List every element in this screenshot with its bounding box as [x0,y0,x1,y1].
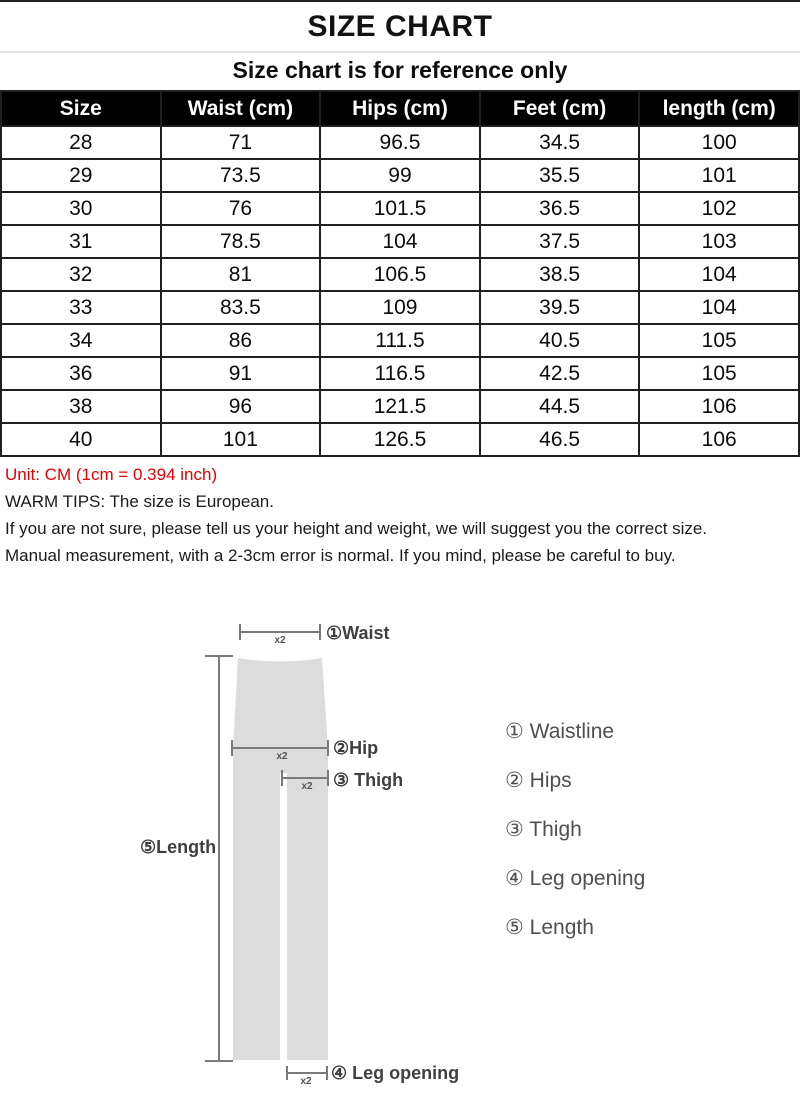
measurement-error-note: Manual measurement, with a 2-3cm error i… [5,546,676,565]
table-cell: 96.5 [319,125,481,160]
table-cell: 40.5 [478,323,641,358]
legend-item-thigh: ③ Thigh [505,818,582,841]
table-cell: 46.5 [478,422,641,457]
hip-label: ②Hip [333,738,379,758]
legend-item-length: ⑤ Length [505,916,594,939]
table-cell: 33 [0,290,162,325]
table-cell: 96 [159,389,322,424]
top-border [0,0,800,2]
table-cell: 73.5 [159,158,322,193]
measurement-diagram: x2 x2 x2 x2 ①Waist ②Hip ③ Thigh ④ Leg op… [0,601,800,1100]
table-row: 40 101 126.5 46.5 106 [0,422,800,457]
table-cell: 100 [638,125,800,160]
hip-x2-label: x2 [276,751,288,762]
table-cell: 101.5 [319,191,481,226]
table-cell: 101 [159,422,322,457]
table-cell: 99 [319,158,481,193]
table-cell: 106 [638,422,800,457]
table-cell: 40 [0,422,162,457]
table-header-row: Size Waist (cm) Hips (cm) Feet (cm) leng… [0,90,800,127]
table-row: 30 76 101.5 36.5 102 [0,191,800,226]
table-cell: 32 [0,257,162,292]
table-cell: 121.5 [319,389,481,424]
column-header-hips: Hips (cm) [319,90,481,127]
legend-item-hips: ② Hips [505,769,572,792]
pants-diagram-svg [205,624,329,1080]
measurement-lines [205,624,329,1080]
waist-x2-label: x2 [274,635,286,646]
unit-note: Unit: CM (1cm = 0.394 inch) [5,465,218,484]
measurement-legend: ① Waistline ② Hips ③ Thigh ④ Leg opening… [505,721,645,938]
table-cell: 29 [0,158,162,193]
table-cell: 104 [638,257,800,292]
pants-shape [233,658,328,1060]
leg-opening-label: ④ Leg opening [331,1063,460,1083]
table-cell: 106.5 [319,257,481,292]
table-cell: 37.5 [478,224,641,259]
table-cell: 102 [638,191,800,226]
column-header-feet: Feet (cm) [478,90,641,127]
table-cell: 103 [638,224,800,259]
table-row: 38 96 121.5 44.5 106 [0,389,800,424]
table-cell: 38 [0,389,162,424]
page-title: SIZE CHART [307,10,493,43]
table-cell: 71 [159,125,322,160]
table-cell: 78.5 [159,224,322,259]
warm-tips-note: WARM TIPS: The size is European. [5,492,274,511]
thigh-label: ③ Thigh [333,770,404,790]
table-row: 31 78.5 104 37.5 103 [0,224,800,259]
size-table: Size Waist (cm) Hips (cm) Feet (cm) leng… [0,90,800,457]
table-cell: 83.5 [159,290,322,325]
size-table-body: 28 71 96.5 34.5 100 29 73.5 99 35.5 101 30 76 101.5 3… [0,125,800,457]
table-row: 32 81 106.5 38.5 104 [0,257,800,292]
table-cell: 36 [0,356,162,391]
table-cell: 30 [0,191,162,226]
table-cell: 105 [638,356,800,391]
table-cell: 28 [0,125,162,160]
table-row: 28 71 96.5 34.5 100 [0,125,800,160]
table-cell: 38.5 [478,257,641,292]
table-cell: 76 [159,191,322,226]
leg-opening-x2-label: x2 [300,1076,312,1087]
column-header-size: Size [0,90,162,127]
table-cell: 101 [638,158,800,193]
table-cell: 104 [638,290,800,325]
table-cell: 39.5 [478,290,641,325]
table-cell: 36.5 [478,191,641,226]
legend-item-leg-opening: ④ Leg opening [505,867,646,890]
table-cell: 44.5 [478,389,641,424]
notes-section: Unit: CM (1cm = 0.394 inch) WARM TIPS: T… [0,457,800,565]
table-cell: 109 [319,290,481,325]
title-divider [0,51,800,53]
column-header-waist: Waist (cm) [159,90,322,127]
table-cell: 35.5 [478,158,641,193]
thigh-x2-label: x2 [301,781,313,792]
length-label: ⑤Length [140,837,217,857]
table-cell: 105 [638,323,800,358]
table-cell: 116.5 [319,356,481,391]
table-cell: 106 [638,389,800,424]
table-cell: 34 [0,323,162,358]
table-cell: 34.5 [478,125,641,160]
table-cell: 31 [0,224,162,259]
table-cell: 91 [159,356,322,391]
waist-label: ①Waist [326,623,390,643]
table-cell: 81 [159,257,322,292]
table-row: 29 73.5 99 35.5 101 [0,158,800,193]
table-cell: 126.5 [319,422,481,457]
page-subtitle: Size chart is for reference only [232,57,568,83]
legend-item-waistline: ① Waistline [505,720,615,743]
table-cell: 111.5 [319,323,481,358]
table-cell: 104 [319,224,481,259]
table-row: 33 83.5 109 39.5 104 [0,290,800,325]
table-row: 34 86 111.5 40.5 105 [0,323,800,358]
table-row: 36 91 116.5 42.5 105 [0,356,800,391]
column-header-length: length (cm) [638,90,800,127]
table-cell: 86 [159,323,322,358]
table-cell: 42.5 [478,356,641,391]
suggest-size-note: If you are not sure, please tell us your… [5,519,708,538]
